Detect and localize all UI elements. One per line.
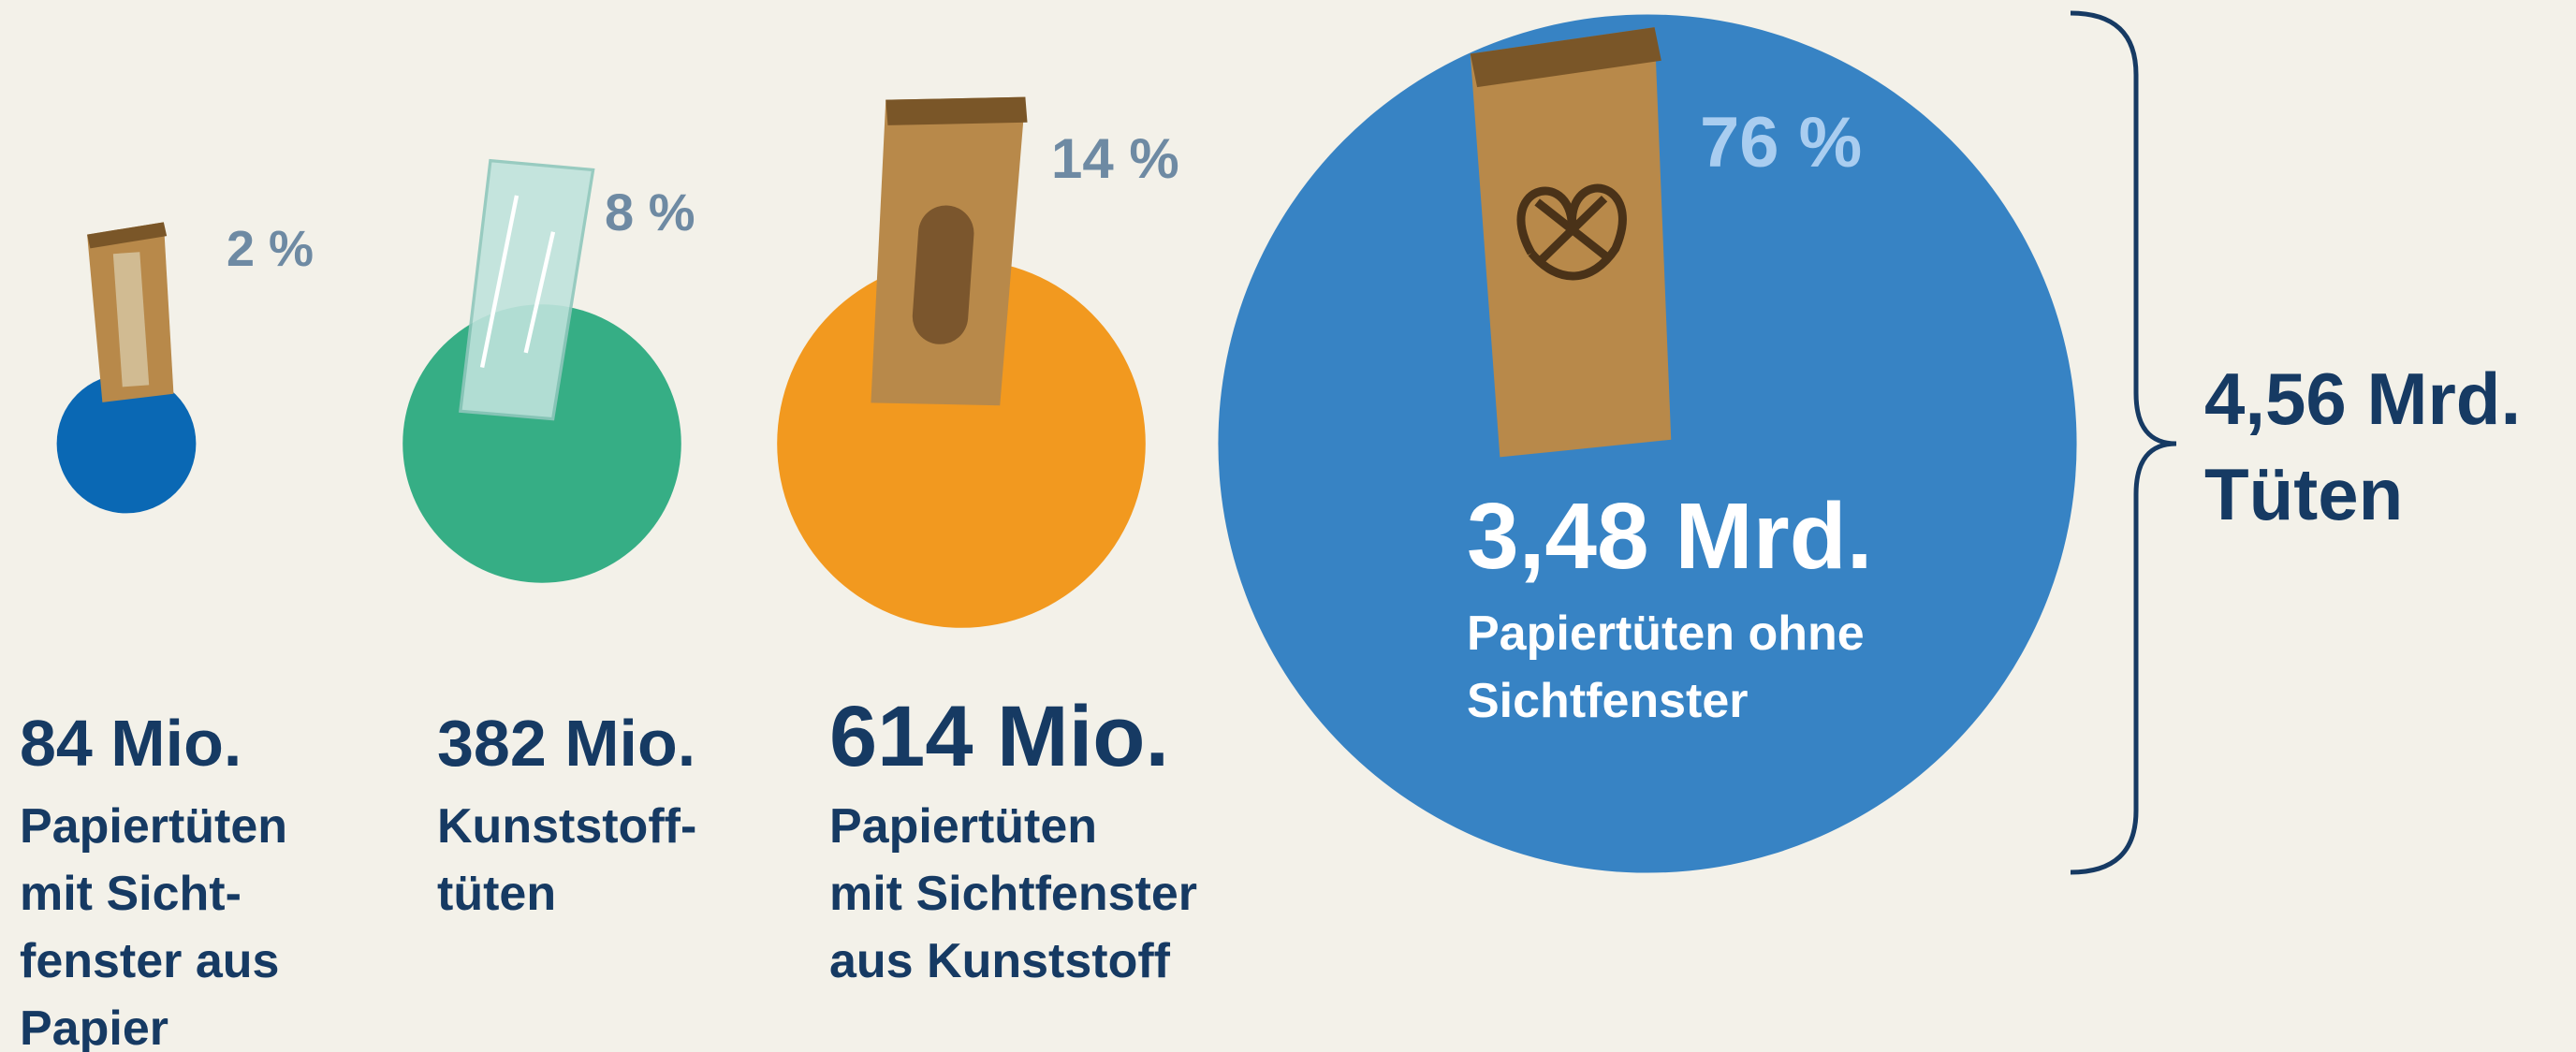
- bag-top: [87, 222, 168, 249]
- description-line: Papiertüten: [829, 799, 1097, 854]
- bracket: [2070, 10, 2177, 875]
- description-line: Papiertüten: [20, 799, 287, 854]
- amount-label: 84 Mio.: [20, 707, 242, 780]
- bag-icon: [87, 222, 174, 402]
- bubble: [56, 373, 197, 514]
- bag-icon: [871, 96, 1028, 406]
- bag-window: [112, 252, 150, 387]
- bag-top: [1470, 27, 1661, 88]
- description-line: tüten: [437, 867, 556, 921]
- percent-label: 76 %: [1700, 103, 1862, 183]
- bag-icon: [459, 158, 595, 421]
- description-line: Kunststoff-: [437, 799, 696, 854]
- bag-shine: [479, 195, 556, 368]
- bag-top: [886, 96, 1028, 125]
- bag-body: [1470, 27, 1672, 458]
- bag-pretzel: [1516, 183, 1627, 281]
- bag-window: [912, 205, 974, 344]
- amount-label: 3,48 Mrd.: [1467, 484, 1873, 589]
- bag-icon: [1470, 27, 1672, 458]
- amount-label: 382 Mio.: [437, 707, 695, 780]
- description-line: mit Sicht-: [20, 867, 242, 921]
- percent-label: 14 %: [1051, 127, 1179, 190]
- description-line: Sichtfenster: [1467, 674, 1749, 728]
- total-unit: Tüten: [2204, 453, 2403, 535]
- description-line: aus Kunststoff: [829, 934, 1171, 988]
- amount-label: 614 Mio.: [829, 689, 1169, 784]
- percent-label: 2 %: [227, 221, 314, 277]
- description-line: Papiertüten ohne: [1467, 606, 1865, 661]
- bag-body: [459, 158, 595, 421]
- description-line: Papier: [20, 1001, 168, 1052]
- bubble: [777, 259, 1146, 628]
- bubble: [1218, 14, 2077, 873]
- description-line: mit Sichtfenster: [829, 867, 1197, 921]
- total-amount: 4,56 Mrd.: [2204, 358, 2521, 440]
- description-line: fenster aus: [20, 934, 279, 988]
- percent-label: 8 %: [605, 183, 695, 241]
